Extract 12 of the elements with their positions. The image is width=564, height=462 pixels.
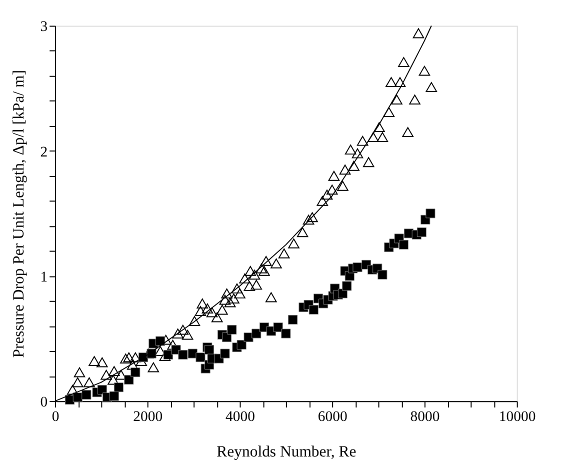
x-axis-title: Reynolds Number, Re <box>216 444 356 461</box>
x-tick-label: 2000 <box>133 409 163 426</box>
x-tick-label: 4000 <box>226 409 255 426</box>
x-tick-label: 8000 <box>410 409 440 426</box>
x-tick-label: 6000 <box>318 409 348 426</box>
x-tick-label: 0 <box>52 409 60 426</box>
y-tick-label: 1 <box>40 269 48 286</box>
y-tick-label: 0 <box>40 394 48 410</box>
y-tick-label: 3 <box>40 19 48 36</box>
y-axis-title: Pressure Drop Per Unit Length, Δp/l [kPa/ m] <box>10 70 28 358</box>
x-tick-label: 10000 <box>498 409 536 426</box>
y-tick-label: 2 <box>40 144 48 160</box>
